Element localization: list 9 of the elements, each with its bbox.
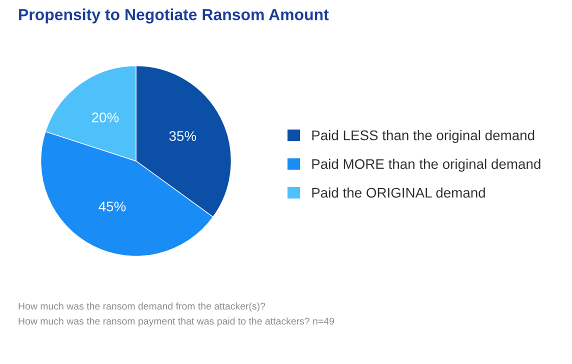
- chart-title: Propensity to Negotiate Ransom Amount: [19, 8, 329, 24]
- text: How much was the ransom payment that was paid to the attackers? n=49: [18, 317, 334, 327]
- legend-label: Paid MORE than the original demand: [312, 158, 540, 172]
- data-label: 35%: [169, 131, 196, 141]
- data-label: 45%: [98, 202, 126, 212]
- text: How much was the ransom demand from the attacker(s)?: [18, 302, 266, 312]
- data-label: 20%: [92, 112, 119, 122]
- legend-label: Paid LESS than the original demand: [312, 130, 534, 144]
- legend-label: Paid the ORIGINAL demand: [312, 187, 485, 198]
